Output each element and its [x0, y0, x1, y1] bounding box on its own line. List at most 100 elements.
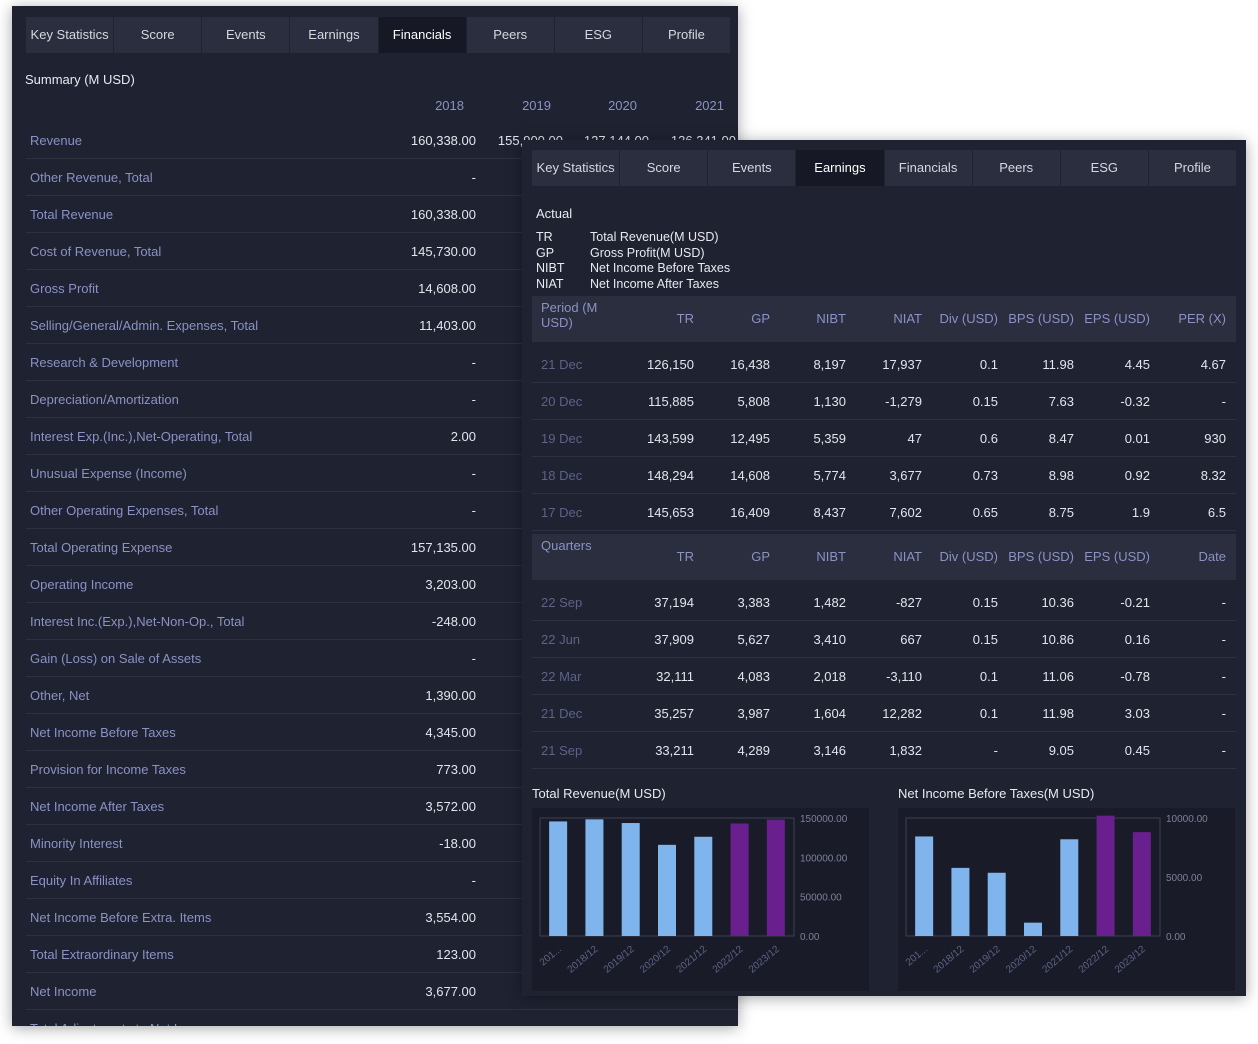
tab-peers[interactable]: Peers [467, 17, 555, 53]
tab-events[interactable]: Events [202, 17, 291, 53]
period-label: 22 Mar [541, 669, 582, 684]
period-label: 17 Dec [541, 505, 583, 520]
bar[interactable] [915, 836, 934, 936]
tab-profile[interactable]: Profile [1174, 160, 1211, 175]
cell-value: 3,410 [813, 632, 846, 647]
tab-key-statistics[interactable]: Key Statistics [26, 17, 115, 53]
x-tick-label: 201... [904, 944, 930, 969]
bar[interactable] [585, 819, 604, 936]
row-label: Net Income Before Extra. Items [30, 910, 212, 925]
legend-row: GP Gross Profit(M USD) [536, 246, 730, 262]
table-row: 21 Dec 126,150 16,438 8,197 17,937 0.1 11.98 4.… [532, 345, 1236, 383]
summary-title: Summary (M USD) [25, 72, 135, 87]
bar[interactable] [951, 867, 970, 936]
tab-events[interactable]: Events [708, 150, 797, 186]
cell-value: 8.75 [1048, 505, 1074, 520]
cell-value: - [1221, 595, 1226, 610]
cell-value: 4,345.00 [425, 725, 476, 740]
cell-value: 160,338.00 [410, 207, 476, 222]
bar[interactable] [621, 823, 640, 936]
cell-value: 1,390.00 [425, 688, 476, 703]
tab-financials[interactable]: Financials [378, 17, 467, 53]
table-row: Other Operating Expenses, Total - [26, 492, 738, 529]
row-label: Total Revenue [30, 207, 114, 222]
cell-value: 4.67 [1200, 357, 1226, 372]
revenue-chart: 150000.00 100000.00 50000.00 0.00 201... 2018… [532, 808, 869, 991]
cell-value: 3,554.00 [425, 910, 476, 925]
bar[interactable] [1096, 815, 1115, 936]
column-header: NIBT [816, 311, 846, 326]
table-row: Research & Development - [26, 344, 738, 381]
cell-value: 0.92 [1124, 468, 1150, 483]
column-header: TR [676, 311, 694, 326]
tab-esg[interactable]: ESG [555, 17, 643, 53]
cell-value: 0.01 [1124, 431, 1150, 446]
cell-value: 4,289 [737, 743, 770, 758]
cell-value: 12,282 [882, 706, 922, 721]
cell-value: - [473, 1021, 563, 1026]
nibt-chart: 10000.00 5000.00 0.00 201... 2018/12 2019/12 2… [898, 808, 1235, 991]
tab-earnings[interactable]: Earnings [290, 17, 379, 53]
cell-value: 1,832 [889, 743, 922, 758]
cell-value: 157,135.00 [410, 540, 476, 555]
tab-score[interactable]: Score [620, 150, 709, 186]
tab-earnings[interactable]: Earnings [796, 150, 885, 186]
year-header: 2021 [695, 98, 724, 113]
tab-peers[interactable]: Peers [973, 150, 1061, 186]
bar[interactable] [1024, 922, 1042, 936]
cell-value: - [1221, 632, 1226, 647]
cell-value: 0.1 [979, 706, 998, 721]
row-label: Net Income [30, 984, 97, 999]
cell-value: -0.32 [1120, 394, 1150, 409]
cell-value: - [646, 1021, 736, 1026]
row-label: Minority Interest [30, 836, 123, 851]
cell-value: 47 [907, 431, 922, 446]
row-label: Operating Income [30, 577, 134, 592]
cell-value: 12,495 [730, 431, 770, 446]
tab-key-statistics[interactable]: Key Statistics [532, 150, 621, 186]
table-row: Minority Interest-18.00-3 [26, 825, 738, 862]
cell-value: 3,383 [737, 595, 770, 610]
cell-value: 2.00 [450, 429, 476, 444]
table-row: Gain (Loss) on Sale of Assets - [26, 640, 738, 677]
bar[interactable] [658, 844, 676, 936]
bar[interactable] [1060, 839, 1079, 936]
column-header: EPS (USD) [1084, 549, 1150, 564]
cell-value: 9.05 [1048, 743, 1074, 758]
bar[interactable] [549, 821, 568, 936]
bar[interactable] [766, 819, 785, 936]
table-row: 20 Dec 115,885 5,808 1,130 -1,279 0.15 7.63 -0.… [532, 382, 1236, 420]
table-row: 18 Dec 148,294 14,608 5,774 3,677 0.73 8.98 0.9… [532, 456, 1236, 494]
row-label: Gain (Loss) on Sale of Assets [30, 651, 202, 666]
tab-bar: Key Statistics Score Events Earnings Fin… [532, 150, 1236, 186]
cell-value: 160,338.00 [410, 133, 476, 148]
x-tick-label: 2020/12 [1004, 944, 1039, 976]
cell-value: 0.1 [979, 357, 998, 372]
tab-profile[interactable]: Profile [668, 27, 705, 42]
bar[interactable] [694, 836, 713, 936]
row-label: Unusual Expense (Income) [30, 466, 187, 481]
column-header: GP [751, 549, 770, 564]
legend-desc: Total Revenue(M USD) [590, 230, 719, 244]
tab-score[interactable]: Score [114, 17, 203, 53]
table-row: 22 Sep 37,194 3,383 1,482 -827 0.15 10.36 -0.21… [532, 583, 1236, 621]
cell-value: - [471, 170, 476, 185]
legend-desc: Gross Profit(M USD) [590, 245, 705, 260]
bar[interactable] [987, 872, 1006, 936]
legend-row: NIAT Net Income After Taxes [536, 277, 730, 293]
row-label: Other Revenue, Total [30, 170, 153, 185]
cell-value: 7,602 [889, 505, 922, 520]
cell-value: 5,627 [737, 632, 770, 647]
cell-value: 11.98 [1042, 357, 1074, 372]
cell-value: -827 [895, 595, 922, 610]
tab-financials[interactable]: Financials [885, 150, 973, 186]
bar[interactable] [1132, 832, 1151, 936]
y-tick-label: 0.00 [800, 932, 820, 943]
tab-esg[interactable]: ESG [1061, 150, 1149, 186]
bar[interactable] [730, 823, 749, 936]
x-tick-label: 2021/12 [1040, 944, 1075, 976]
cell-value: 6.5 [1207, 505, 1226, 520]
cell-value: 11,403.00 [419, 318, 476, 333]
column-header: GP [751, 311, 770, 326]
